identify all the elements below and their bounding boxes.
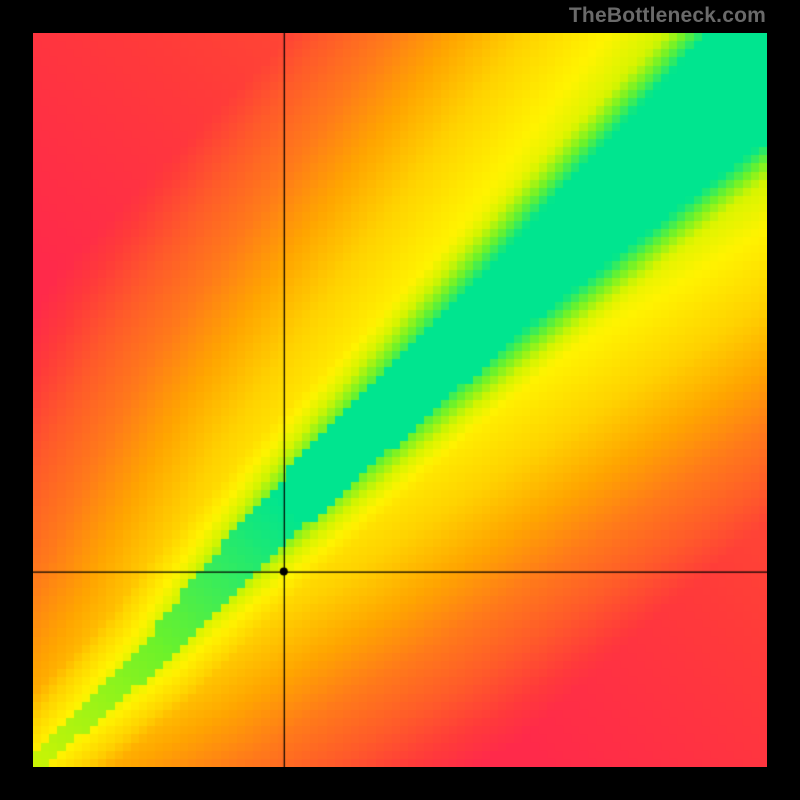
figure-container: TheBottleneck.com [0, 0, 800, 800]
heatmap-canvas [33, 33, 767, 767]
watermark-text: TheBottleneck.com [569, 4, 766, 28]
plot-frame [33, 33, 767, 767]
